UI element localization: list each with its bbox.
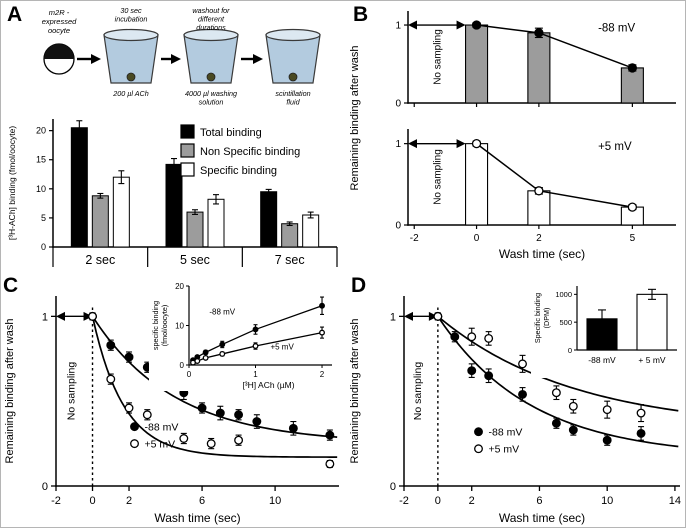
svg-text:[³H] ACh (µM): [³H] ACh (µM) xyxy=(242,380,294,390)
svg-text:4000 µl washing: 4000 µl washing xyxy=(185,89,237,98)
svg-text:(DPM): (DPM) xyxy=(542,308,551,329)
svg-text:Remaining binding after wash: Remaining binding after wash xyxy=(349,46,361,191)
svg-text:0: 0 xyxy=(180,361,185,370)
svg-text:No sampling: No sampling xyxy=(412,362,424,421)
svg-text:specific binding: specific binding xyxy=(151,301,160,350)
svg-text:+5 mV: +5 mV xyxy=(270,343,294,352)
svg-text:fluid: fluid xyxy=(286,98,300,107)
svg-text:1: 1 xyxy=(395,21,401,32)
svg-text:10: 10 xyxy=(36,184,46,194)
svg-text:0: 0 xyxy=(395,99,401,110)
panel-b-label: B xyxy=(353,3,369,26)
svg-text:incubation: incubation xyxy=(115,15,148,24)
svg-text:No sampling: No sampling xyxy=(433,149,444,205)
svg-text:Wash time (sec): Wash time (sec) xyxy=(154,511,240,525)
svg-text:2: 2 xyxy=(536,233,542,244)
svg-text:-88 mV: -88 mV xyxy=(209,307,235,316)
svg-text:+ 5 mV: + 5 mV xyxy=(638,355,665,365)
svg-text:200 µl ACh: 200 µl ACh xyxy=(112,89,148,98)
panel-d-label: D xyxy=(351,274,367,297)
svg-text:different: different xyxy=(198,15,225,24)
svg-text:0: 0 xyxy=(89,495,95,507)
svg-text:Total binding: Total binding xyxy=(200,127,262,139)
svg-text:2: 2 xyxy=(320,370,325,379)
svg-text:10: 10 xyxy=(269,495,281,507)
svg-text:-88 mV: -88 mV xyxy=(598,22,635,34)
svg-text:durations: durations xyxy=(196,23,226,32)
svg-text:Remaining binding after wash: Remaining binding after wash xyxy=(4,319,16,464)
panel-c-inset-line-chart: 0 10 20 0 1 2 specific binding (fmol/oocyte) [³H… xyxy=(149,279,339,391)
svg-text:+5 mV: +5 mV xyxy=(145,439,176,451)
svg-text:0: 0 xyxy=(395,221,401,232)
svg-text:solution: solution xyxy=(199,98,224,107)
svg-text:0: 0 xyxy=(187,370,192,379)
svg-text:5: 5 xyxy=(630,233,636,244)
svg-text:m2R -: m2R - xyxy=(49,8,70,17)
svg-text:(fmol/oocyte): (fmol/oocyte) xyxy=(160,305,169,347)
svg-text:0: 0 xyxy=(41,242,46,252)
svg-text:1: 1 xyxy=(253,370,258,379)
panel-a-binding-bar-chart: 0 5 10 15 20 [³H-ACh] binding (fmol/oocyte) 2 … xyxy=(7,119,338,267)
svg-text:6: 6 xyxy=(536,495,542,507)
svg-text:-88 mV: -88 mV xyxy=(145,422,179,434)
svg-text:10: 10 xyxy=(601,495,613,507)
svg-text:expressed: expressed xyxy=(42,17,77,26)
svg-text:10: 10 xyxy=(175,321,184,330)
svg-text:0: 0 xyxy=(42,481,48,493)
svg-text:5: 5 xyxy=(41,213,46,223)
svg-text:No sampling: No sampling xyxy=(433,29,444,85)
svg-text:15: 15 xyxy=(36,155,46,165)
svg-text:0: 0 xyxy=(390,481,396,493)
svg-text:[³H-ACh] binding (fmol/oocyte): [³H-ACh] binding (fmol/oocyte) xyxy=(7,126,17,240)
svg-text:500: 500 xyxy=(559,318,572,327)
svg-text:washout for: washout for xyxy=(192,6,230,15)
svg-text:1: 1 xyxy=(395,139,401,150)
panel-a-label: A xyxy=(7,3,23,26)
svg-text:1000: 1000 xyxy=(555,290,572,299)
svg-text:Specific binding: Specific binding xyxy=(200,165,277,177)
svg-text:30 sec: 30 sec xyxy=(120,6,142,15)
svg-text:Remaining binding after wash: Remaining binding after wash xyxy=(349,319,361,464)
panel-d-inset-bar-chart: 0 500 1000 -88 mV + 5 mV Specific binding (DPM… xyxy=(531,278,683,378)
svg-text:Specific binding: Specific binding xyxy=(533,293,542,343)
svg-text:-2: -2 xyxy=(51,495,61,507)
svg-text:20: 20 xyxy=(36,126,46,136)
svg-text:20: 20 xyxy=(175,282,184,291)
svg-text:2: 2 xyxy=(126,495,132,507)
svg-text:2 sec: 2 sec xyxy=(85,253,115,267)
svg-text:scintillation: scintillation xyxy=(275,89,310,98)
svg-text:-88 mV: -88 mV xyxy=(489,427,523,439)
svg-text:0: 0 xyxy=(474,233,480,244)
svg-text:+5 mV: +5 mV xyxy=(598,141,632,153)
svg-text:Non Specific binding: Non Specific binding xyxy=(200,146,300,158)
panel-c-label: C xyxy=(3,274,19,297)
svg-text:7 sec: 7 sec xyxy=(275,253,305,267)
svg-text:0: 0 xyxy=(435,495,441,507)
svg-text:5 sec: 5 sec xyxy=(180,253,210,267)
svg-text:1: 1 xyxy=(42,311,48,323)
svg-text:No sampling: No sampling xyxy=(65,362,77,421)
svg-text:6: 6 xyxy=(199,495,205,507)
svg-text:2: 2 xyxy=(469,495,475,507)
svg-text:-88 mV: -88 mV xyxy=(588,355,616,365)
svg-text:0: 0 xyxy=(568,346,572,355)
svg-text:Wash time (sec): Wash time (sec) xyxy=(499,247,585,261)
svg-text:oocyte: oocyte xyxy=(48,26,70,35)
svg-text:1: 1 xyxy=(390,311,396,323)
svg-text:-2: -2 xyxy=(410,233,419,244)
panel-b-bar-line-charts: Remaining binding after wash 0 1 -88 mV No s… xyxy=(349,11,676,261)
svg-text:+5 mV: +5 mV xyxy=(489,444,520,456)
svg-text:14: 14 xyxy=(669,495,681,507)
svg-text:Wash time (sec): Wash time (sec) xyxy=(499,511,585,525)
svg-text:-2: -2 xyxy=(399,495,409,507)
